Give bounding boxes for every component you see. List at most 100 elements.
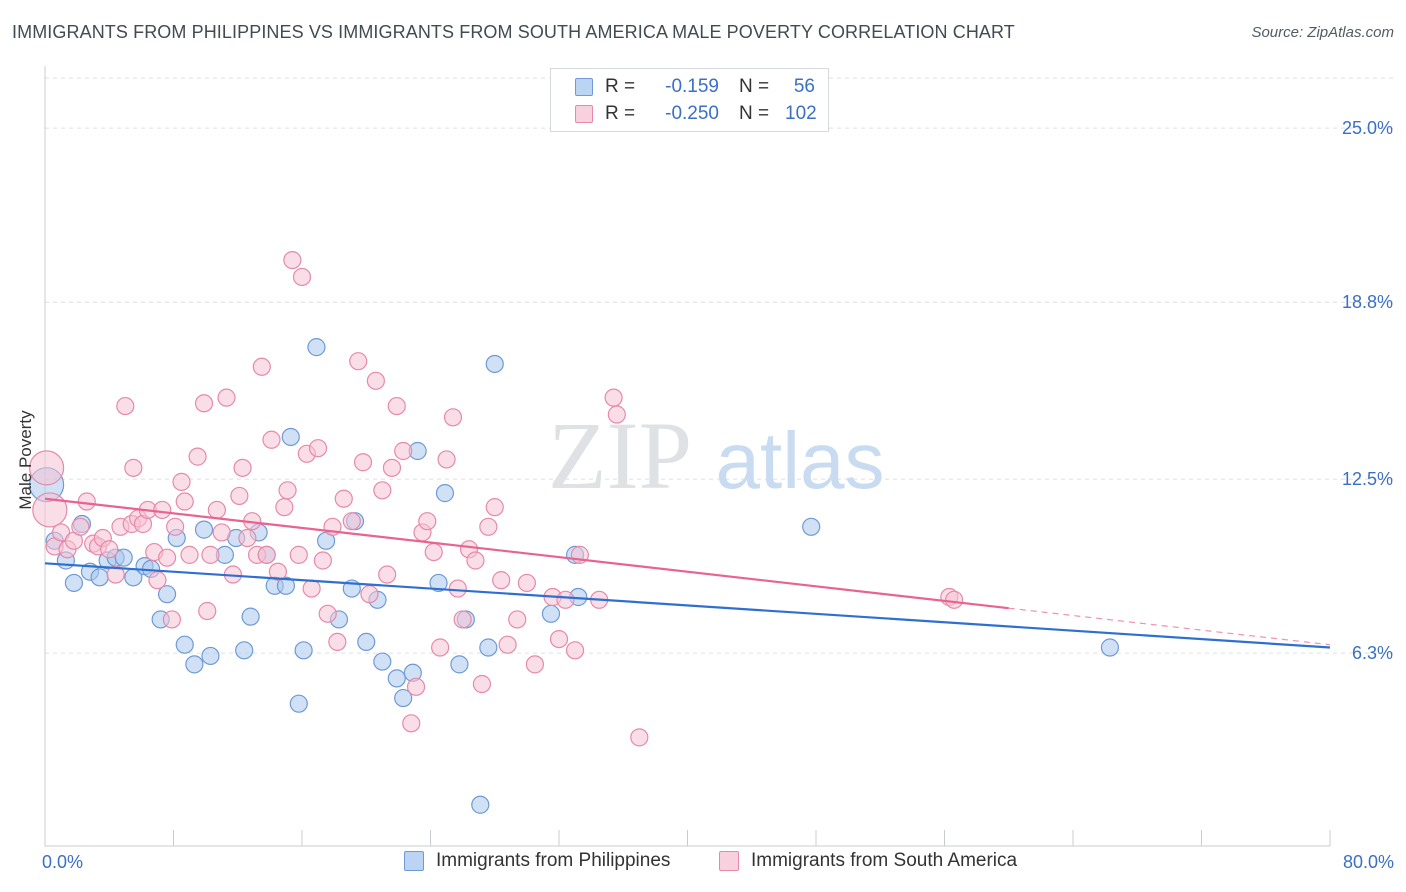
point-south-america: [124, 458, 143, 477]
point-south-america: [194, 394, 214, 413]
point-philippines: [90, 568, 109, 587]
point-philippines: [157, 585, 177, 604]
y-tick-labels: 6.3% 12.5% 18.8% 25.0%: [1342, 118, 1393, 663]
point-south-america: [212, 523, 231, 542]
point-south-america: [453, 610, 472, 629]
point-south-america: [77, 492, 96, 511]
trend-lines: [44, 497, 1331, 649]
data-points: [29, 250, 1120, 814]
trend-line-south-america: [44, 497, 1009, 610]
point-south-america: [166, 517, 185, 536]
point-south-america: [556, 590, 575, 609]
point-philippines: [289, 694, 308, 713]
point-south-america: [498, 635, 517, 654]
point-south-america: [402, 714, 421, 733]
point-south-america: [313, 551, 332, 570]
point-south-america: [188, 447, 207, 466]
legend-r-label: R =: [605, 76, 636, 97]
point-philippines: [201, 646, 220, 666]
point-philippines: [1100, 638, 1120, 657]
point-south-america: [29, 450, 65, 486]
point-south-america: [308, 439, 328, 458]
point-south-america: [233, 458, 252, 477]
point-south-america: [153, 500, 172, 520]
point-philippines: [235, 641, 254, 660]
point-south-america: [116, 396, 135, 416]
point-south-america: [360, 585, 379, 604]
source-label: Source: ZipAtlas.com: [1251, 24, 1394, 41]
legend-swatch-philippines: [575, 78, 593, 96]
point-south-america: [485, 498, 504, 517]
point-philippines: [64, 573, 84, 593]
point-south-america: [607, 405, 626, 424]
point-south-america: [201, 545, 220, 564]
point-south-america: [492, 571, 511, 590]
legend-item-south-america[interactable]: Immigrants from South America: [719, 850, 1017, 872]
point-south-america: [106, 565, 125, 584]
point-south-america: [175, 492, 194, 511]
point-south-america: [373, 481, 392, 500]
point-south-america: [508, 610, 527, 629]
point-south-america: [318, 604, 337, 623]
point-south-america: [387, 396, 406, 416]
chart-title: IMMIGRANTS FROM PHILIPPINES VS IMMIGRANT…: [12, 22, 1015, 42]
legend-item-philippines[interactable]: Immigrants from Philippines: [404, 850, 670, 872]
point-south-america: [443, 408, 463, 427]
point-south-america: [292, 267, 312, 287]
legend-item-label: Immigrants from Philippines: [436, 850, 671, 871]
x-tick-min: 0.0%: [42, 852, 84, 872]
point-south-america: [549, 629, 569, 649]
point-philippines: [281, 427, 300, 447]
point-philippines: [435, 484, 455, 503]
point-south-america: [100, 540, 119, 559]
trend-line-philippines: [44, 562, 1331, 649]
point-south-america: [257, 545, 276, 564]
y-tick-label: 18.8%: [1342, 292, 1393, 312]
point-philippines: [471, 795, 490, 814]
point-south-america: [353, 453, 373, 472]
point-south-america: [302, 579, 321, 598]
point-south-america: [172, 472, 191, 491]
y-tick-label: 25.0%: [1342, 118, 1393, 138]
y-tick-label: 12.5%: [1342, 469, 1393, 489]
point-south-america: [437, 450, 456, 469]
point-south-america: [238, 528, 257, 548]
point-south-america: [148, 571, 167, 590]
point-south-america: [71, 517, 90, 536]
point-south-america: [349, 352, 368, 371]
legend-n-label: N =: [739, 103, 770, 124]
point-south-america: [630, 728, 649, 747]
point-philippines: [357, 632, 376, 652]
legend-r-value: -0.250: [665, 103, 719, 124]
y-axis-label: Male Poverty: [16, 410, 35, 510]
trend-line-south-america-extension: [1008, 607, 1331, 646]
point-south-america: [448, 579, 467, 598]
point-philippines: [307, 338, 326, 357]
point-philippines: [175, 635, 194, 654]
point-south-america: [51, 523, 71, 542]
point-south-america: [565, 641, 585, 660]
legend-swatch-south-america: [575, 105, 593, 123]
point-south-america: [198, 601, 217, 621]
point-philippines: [241, 607, 260, 626]
legend-r-label: R =: [605, 103, 636, 124]
point-philippines: [479, 638, 498, 657]
point-south-america: [32, 492, 68, 528]
y-axis-label-wrap: Male Poverty: [6, 380, 46, 540]
point-south-america: [207, 500, 226, 520]
point-south-america: [262, 430, 281, 449]
legend-row-south-america: R = -0.250 N = 102: [551, 101, 817, 127]
gridlines: [45, 77, 1394, 654]
point-philippines: [387, 669, 406, 688]
point-philippines: [294, 641, 313, 660]
point-south-america: [604, 388, 623, 407]
point-philippines: [185, 655, 204, 674]
point-south-america: [283, 250, 302, 270]
point-south-america: [334, 489, 353, 508]
point-philippines: [485, 354, 504, 374]
point-south-america: [268, 562, 288, 581]
legend-swatch-philippines: [404, 851, 424, 871]
legend-item-label: Immigrants from South America: [751, 850, 1018, 871]
point-philippines: [450, 655, 469, 674]
